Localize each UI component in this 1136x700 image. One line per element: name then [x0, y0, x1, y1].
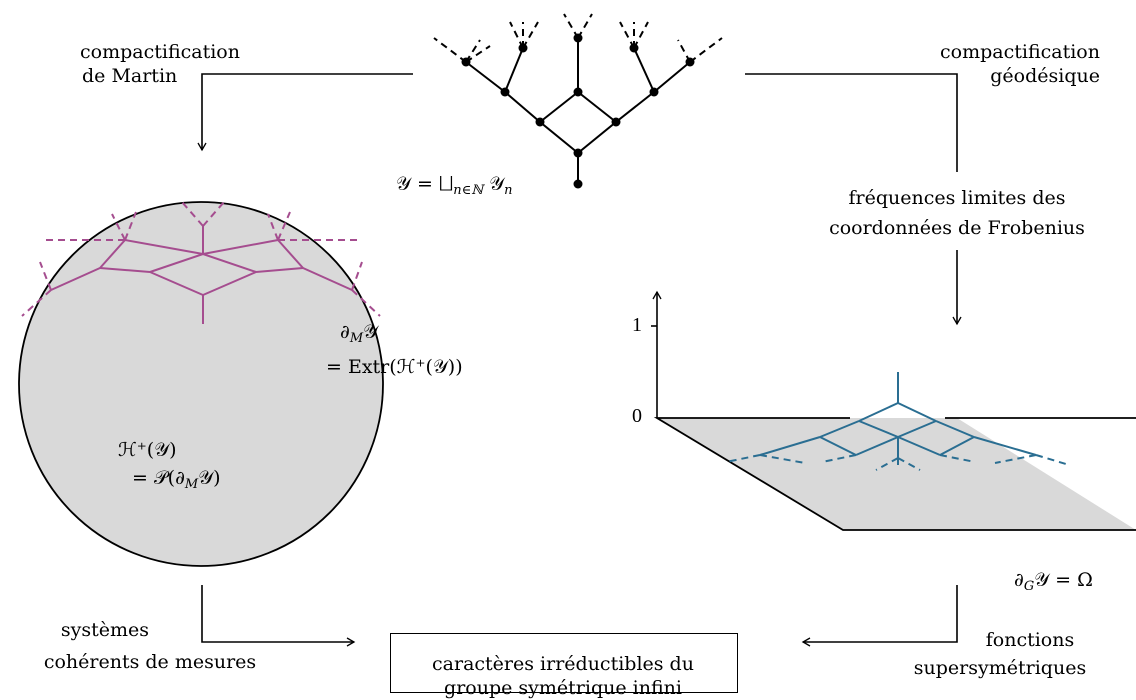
young-graph — [465, 38, 691, 184]
super-line2: supersymétriques — [913, 657, 1087, 679]
geodesic-tree-dashed — [725, 454, 1067, 471]
harmonic-line2: = 𝒫(∂ — [132, 467, 185, 489]
tree-symbol-n: 𝒴 — [489, 173, 505, 195]
label-supersymmetric: fonctions supersymétriques — [880, 628, 1120, 680]
y-tick-label-1: 1 — [632, 314, 642, 336]
characters-text: caractères irréductibles du groupe symét… — [391, 652, 735, 700]
label-geodesic-line1: compactification — [940, 41, 1100, 63]
y-tick-label-0: 0 — [632, 405, 642, 427]
arrow-coherent — [201, 585, 356, 647]
tree-eq: = — [416, 173, 433, 195]
geo-rest: 𝒴 = Ω — [1034, 569, 1093, 591]
tree-subscript-n: n — [504, 183, 513, 198]
martin-tree — [50, 226, 353, 324]
martin-tree-dashed — [21, 201, 381, 317]
characters-line2: groupe symétrique infini — [444, 677, 682, 699]
harmonic-line1: ℋ⁺(𝒴) — [118, 439, 177, 461]
label-martin-line2: de Martin — [82, 65, 178, 87]
label-tree-definition: 𝒴 = ⨆n∈ℕ 𝒴n — [396, 172, 513, 203]
label-frobenius-line2: coordonnées de Frobenius — [829, 217, 1085, 239]
martin-partial: ∂ — [340, 321, 350, 343]
tree-symbol: 𝒴 — [396, 173, 411, 195]
label-coherent-systems: systèmes cohérents de mesures — [30, 618, 270, 674]
label-martin-compactification: compactification de Martin — [60, 40, 260, 88]
martin-extr: = Extr(ℋ⁺(𝒴)) — [326, 356, 463, 378]
label-martin-boundary: ∂M𝒴 = Extr(ℋ⁺(𝒴)) — [326, 320, 463, 379]
label-frobenius: fréquences limites des coordonnées de Fr… — [807, 186, 1107, 240]
diagram-canvas — [18, 13, 1136, 647]
label-harmonic: ℋ⁺(𝒴) = 𝒫(∂M𝒴) — [118, 438, 221, 497]
arrow-supersymmetric — [801, 585, 958, 647]
martin-disk — [18, 201, 384, 567]
geodesic-tree — [759, 372, 1037, 458]
characters-line1: caractères irréductibles du — [432, 653, 694, 675]
label-martin-line1: compactification — [80, 41, 240, 63]
coherent-line2: cohérents de mesures — [43, 651, 257, 673]
martin-sub: M — [349, 331, 364, 346]
coherent-line1: systèmes — [60, 619, 150, 641]
arrow-martin — [197, 73, 413, 152]
label-frobenius-line1: fréquences limites des — [848, 187, 1066, 209]
geodesic-plane — [657, 418, 1136, 530]
label-geodesic-line2: géodésique — [990, 65, 1100, 87]
harmonic-sub: M — [184, 477, 199, 492]
label-geodesic-compactification: compactification géodésique — [900, 40, 1100, 88]
label-geodesic-boundary: ∂G𝒴 = Ω — [1014, 568, 1093, 599]
martin-y: 𝒴 — [363, 321, 379, 343]
arrow-geodesic — [745, 73, 958, 172]
tree-union-index: n∈ℕ — [453, 183, 484, 198]
harmonic-line2-end: 𝒴) — [198, 467, 221, 489]
super-line1: fonctions — [985, 629, 1075, 651]
characters-box: caractères irréductibles du groupe symét… — [390, 633, 738, 699]
geo-sub: G — [1023, 579, 1035, 594]
young-graph-nodes — [461, 33, 695, 189]
geo-partial: ∂ — [1014, 569, 1024, 591]
plane-edges — [653, 417, 1136, 531]
tree-union: ⨆ — [438, 173, 454, 195]
